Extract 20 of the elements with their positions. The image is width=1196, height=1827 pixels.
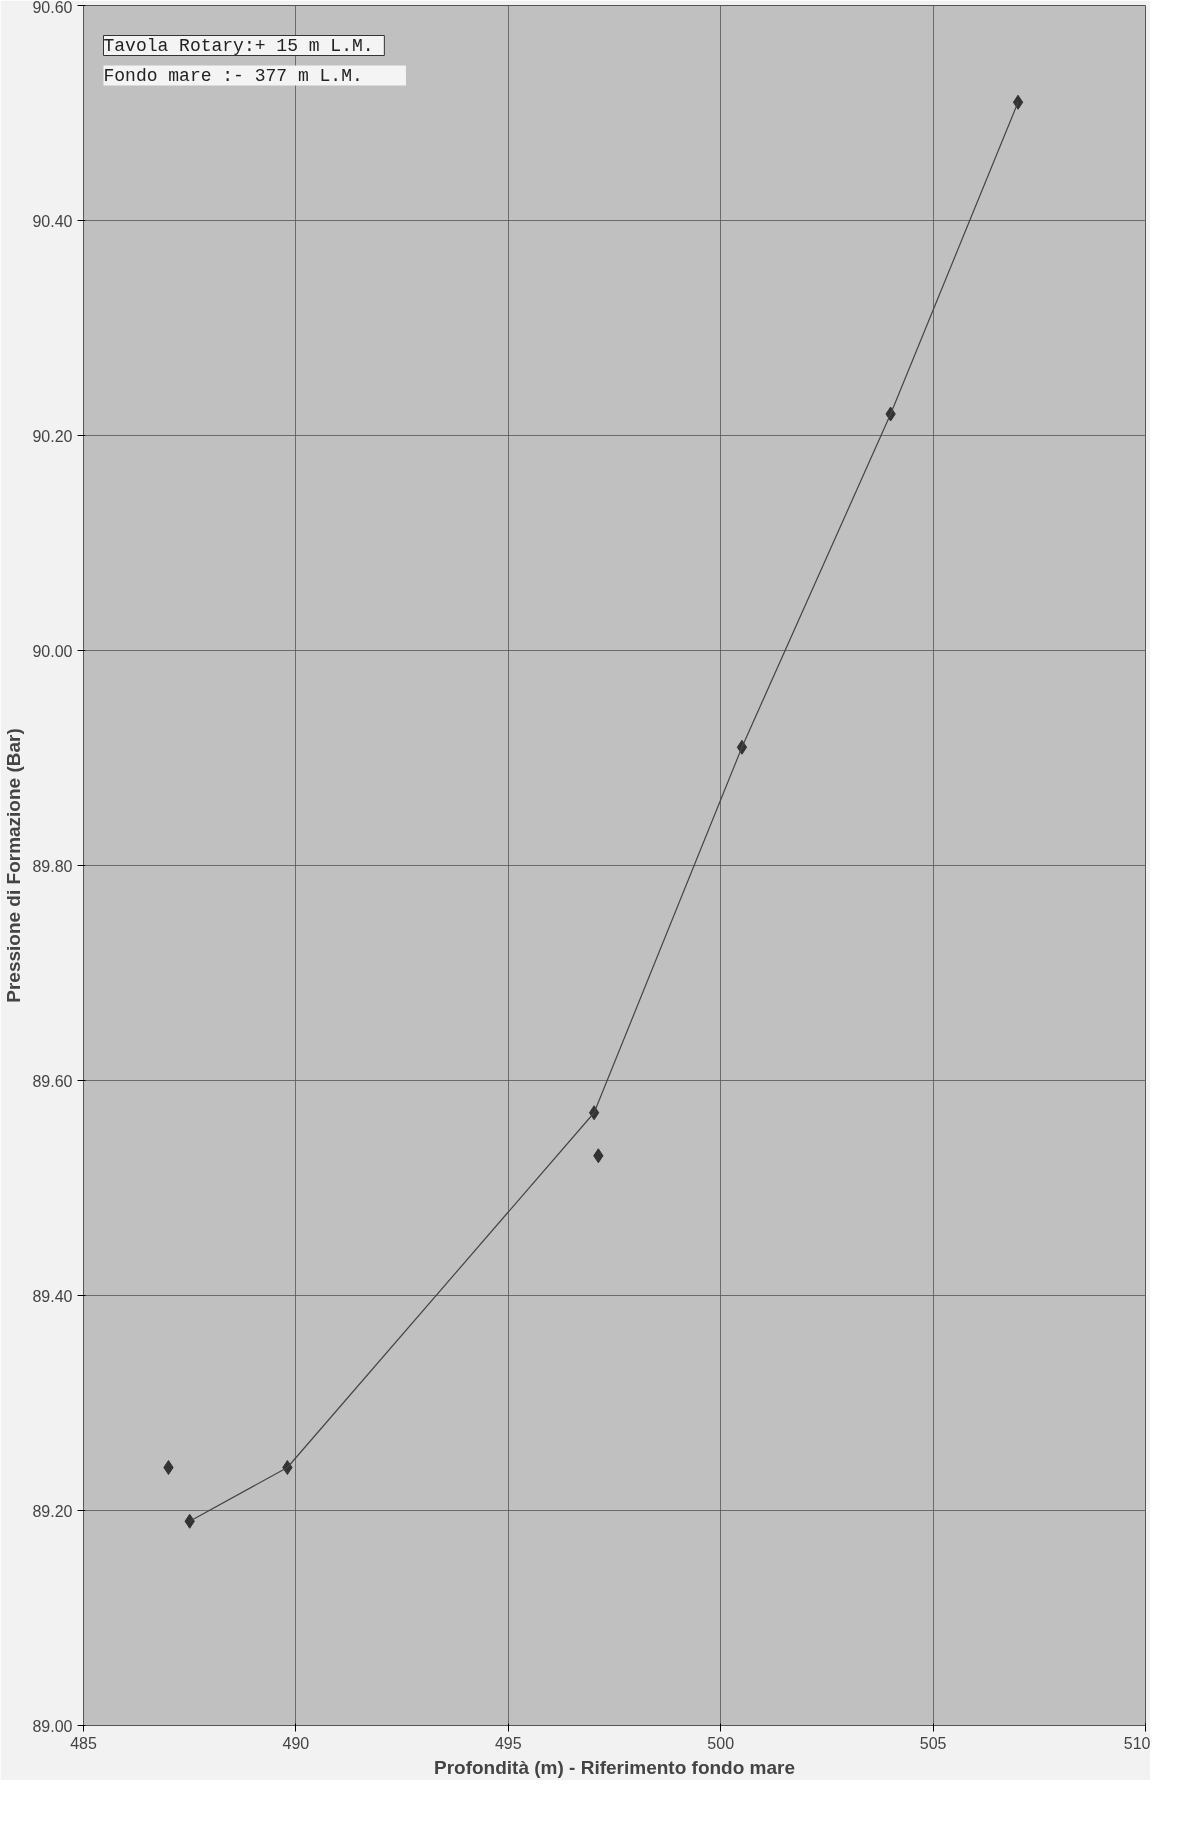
x-tick-label: 495 <box>494 1734 522 1752</box>
x-axis-title: Profondità (m) - Riferimento fondo mare <box>434 1756 795 1778</box>
y-tick-label: 90.40 <box>32 212 73 230</box>
y-tick-label: 90.60 <box>32 0 73 16</box>
y-tick-label: 89.20 <box>32 1502 73 1520</box>
y-tick-label: 90.00 <box>32 642 73 660</box>
annotation: Fondo mare :- 377 m L.M. <box>103 65 363 86</box>
x-tick-label: 485 <box>70 1734 97 1752</box>
x-tick-label: 500 <box>707 1734 735 1752</box>
x-tick-label: 510 <box>1123 1734 1151 1752</box>
point <box>163 1460 174 1475</box>
x-tick-label: 490 <box>282 1734 310 1752</box>
x-tick-label: 505 <box>919 1734 947 1752</box>
y-tick-label: 89.80 <box>32 857 73 875</box>
annotation: Tavola Rotary:+ 15 m L.M. <box>103 35 374 56</box>
y-tick-label: 89.40 <box>32 1287 73 1305</box>
y-axis-title: Pressione di Formazione (Bar) <box>3 728 25 1003</box>
y-tick-label: 89.00 <box>32 1717 73 1735</box>
y-tick-label: 90.20 <box>32 427 73 445</box>
y-tick-label: 89.60 <box>32 1072 73 1090</box>
